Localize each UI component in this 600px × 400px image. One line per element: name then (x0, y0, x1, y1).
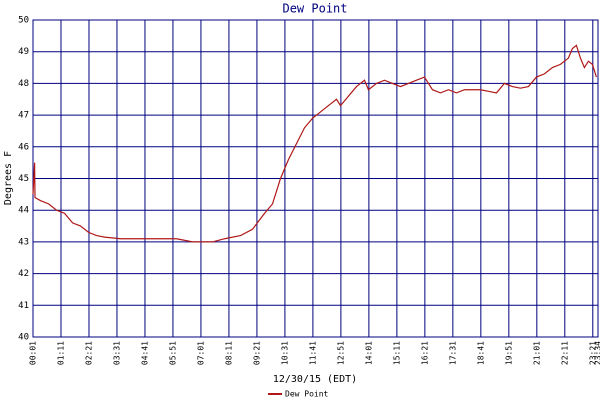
x-tick-label: 05:51 (168, 341, 177, 365)
x-tick-label: 12:51 (336, 341, 345, 365)
legend-label: Dew Point (285, 390, 329, 399)
x-tick-label: 14:01 (364, 341, 373, 365)
x-tick-label: 23:34 (594, 341, 600, 365)
y-tick-label: 40 (18, 333, 29, 343)
y-tick-label: 48 (18, 79, 29, 89)
y-axis-label: Degrees F (3, 151, 14, 205)
x-tick-label: 00:01 (29, 341, 38, 365)
x-axis-label: 12/30/15 (EDT) (273, 374, 357, 385)
x-tick-label: 21:01 (532, 341, 541, 365)
x-tick-label: 16:21 (420, 341, 429, 365)
x-tick-label: 11:41 (308, 341, 317, 365)
x-tick-label: 01:11 (56, 341, 65, 365)
x-tick-label: 22:11 (560, 341, 569, 365)
x-tick-label: 07:01 (196, 341, 205, 365)
y-tick-label: 49 (18, 47, 29, 57)
x-tick-label: 08:11 (224, 341, 233, 365)
x-tick-label: 15:11 (392, 341, 401, 365)
y-tick-label: 47 (18, 111, 29, 121)
y-tick-label: 43 (18, 237, 29, 247)
x-tick-label: 23:21 (588, 341, 597, 365)
x-tick-label: 19:51 (504, 341, 513, 365)
x-tick-label: 10:31 (280, 341, 289, 365)
plot-border (32, 19, 599, 338)
x-tick-label: 18:41 (476, 341, 485, 365)
x-tick-label: 02:21 (84, 341, 93, 365)
x-tick-label: 03:31 (112, 341, 121, 365)
y-tick-label: 44 (18, 206, 29, 216)
data-line (32, 44, 597, 243)
x-tick-label: 04:41 (140, 341, 149, 365)
x-tick-label: 17:31 (448, 341, 457, 365)
y-tick-label: 41 (18, 301, 29, 311)
y-tick-label: 46 (18, 142, 29, 152)
y-tick-label: 45 (18, 174, 29, 184)
chart-title: Dew Point (282, 2, 347, 16)
y-tick-label: 42 (18, 269, 29, 279)
x-tick-label: 09:21 (252, 341, 261, 365)
y-tick-label: 50 (18, 16, 29, 26)
